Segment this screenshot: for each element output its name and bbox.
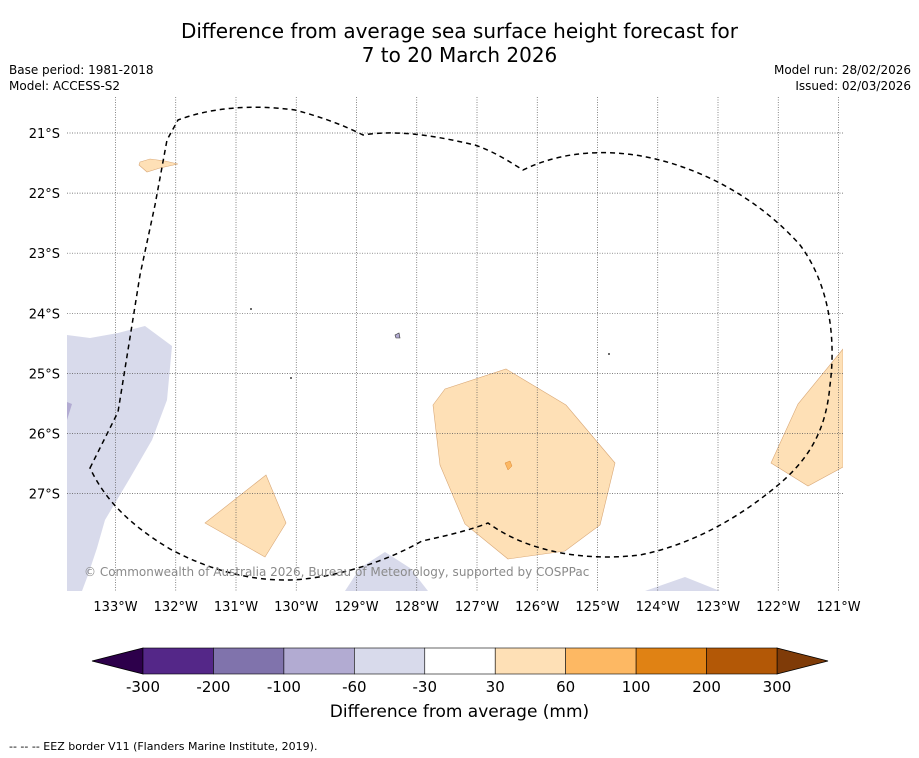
gridlines — [67, 97, 843, 591]
longitude-tick-label: 122°W — [756, 600, 800, 615]
base-period: Base period: 1981-2018 — [9, 63, 154, 77]
longitude-tick-label: 123°W — [696, 600, 740, 615]
colorbar-bin — [213, 647, 285, 675]
colorbar-bin — [142, 647, 214, 675]
island-marker — [394, 332, 401, 339]
model-run: Model run: 28/02/2026 — [773, 63, 911, 77]
colorbar-tick-label: -100 — [267, 678, 301, 696]
issued-date: Issued: 02/03/2026 — [795, 79, 911, 93]
anomaly-region-positive-east — [770, 348, 843, 487]
longitude-labels: 133°W 132°W 131°W 130°W 129°W 128°W 127°W 126°W… — [93, 600, 860, 615]
map-title: Difference from average sea surface heig… — [0, 19, 919, 67]
colorbar-over-arrow — [776, 647, 829, 675]
colorbar-tick-labels: -300 -200 -100 -60 -30 30 60 100 200 300 — [126, 678, 791, 696]
title-line-2: 7 to 20 March 2026 — [361, 43, 558, 67]
anomaly-region-negative-west — [67, 326, 172, 591]
model-info: Base period: 1981-2018 Model: ACCESS-S2 — [9, 62, 154, 94]
colorbar-label: Difference from average (mm) — [329, 702, 590, 722]
longitude-tick-label: 131°W — [214, 600, 258, 615]
model-name: Model: ACCESS-S2 — [9, 79, 121, 93]
eez-footnote: -- -- -- EEZ border V11 (Flanders Marine… — [9, 740, 318, 753]
colorbar-tick-label: -60 — [342, 678, 367, 696]
longitude-tick-label: 129°W — [334, 600, 378, 615]
anomaly-region-negative-edge — [67, 402, 72, 420]
anomaly-region-positive-central-core — [504, 460, 513, 471]
colorbar-tick-label: 200 — [692, 678, 721, 696]
latitude-tick-label: 22°S — [29, 187, 60, 202]
colorbar: -300 -200 -100 -60 -30 30 60 100 200 300 — [91, 647, 829, 696]
colorbar-tick-label: 30 — [486, 678, 505, 696]
latitude-tick-label: 27°S — [29, 488, 60, 503]
latitude-tick-label: 23°S — [29, 247, 60, 262]
latitude-tick-label: 21°S — [29, 127, 60, 142]
latitude-tick-label: 26°S — [29, 428, 60, 443]
anomaly-region-positive-northwest — [138, 158, 179, 173]
title-line-1: Difference from average sea surface heig… — [180, 19, 739, 43]
latitude-tick-label: 24°S — [29, 307, 60, 322]
colorbar-bin — [494, 647, 566, 675]
anomaly-region-positive-southwest — [204, 474, 287, 558]
colorbar-bin — [424, 647, 496, 675]
colorbar-tick-label: -30 — [413, 678, 438, 696]
eez-border — [89, 106, 833, 581]
colorbar-tick-label: 300 — [763, 678, 792, 696]
anomaly-region-positive-central — [432, 368, 616, 560]
island-marker — [250, 308, 252, 310]
colorbar-tick-label: 100 — [622, 678, 651, 696]
map-panel — [67, 97, 843, 591]
island-marker — [290, 377, 292, 379]
anomaly-region-negative-southeast — [645, 577, 720, 591]
longitude-tick-label: 130°W — [274, 600, 318, 615]
longitude-tick-label: 121°W — [816, 600, 860, 615]
longitude-tick-label: 125°W — [575, 600, 619, 615]
colorbar-bin — [354, 647, 426, 675]
longitude-tick-label: 128°W — [395, 600, 439, 615]
colorbar-bin — [283, 647, 355, 675]
colorbar-bin — [635, 647, 707, 675]
colorbar-bin — [706, 647, 778, 675]
longitude-tick-label: 133°W — [93, 600, 137, 615]
colorbar-under-arrow — [91, 647, 144, 675]
colorbar-bin — [565, 647, 637, 675]
run-info: Model run: 28/02/2026 Issued: 02/03/2026 — [774, 62, 911, 94]
colorbar-bins — [142, 647, 778, 675]
longitude-tick-label: 126°W — [515, 600, 559, 615]
longitude-tick-label: 127°W — [455, 600, 499, 615]
latitude-tick-label: 25°S — [29, 367, 60, 382]
longitude-tick-label: 124°W — [636, 600, 680, 615]
copyright-notice: © Commonwealth of Australia 2026, Bureau… — [84, 565, 590, 579]
latitude-labels: 21°S 22°S 23°S 24°S 25°S 26°S 27°S — [29, 127, 60, 503]
anomaly-region-negative-south — [345, 552, 428, 591]
longitude-tick-label: 132°W — [154, 600, 198, 615]
island-marker — [608, 353, 610, 355]
colorbar-tick-label: -200 — [196, 678, 230, 696]
colorbar-tick-label: 60 — [556, 678, 575, 696]
colorbar-tick-label: -300 — [126, 678, 160, 696]
